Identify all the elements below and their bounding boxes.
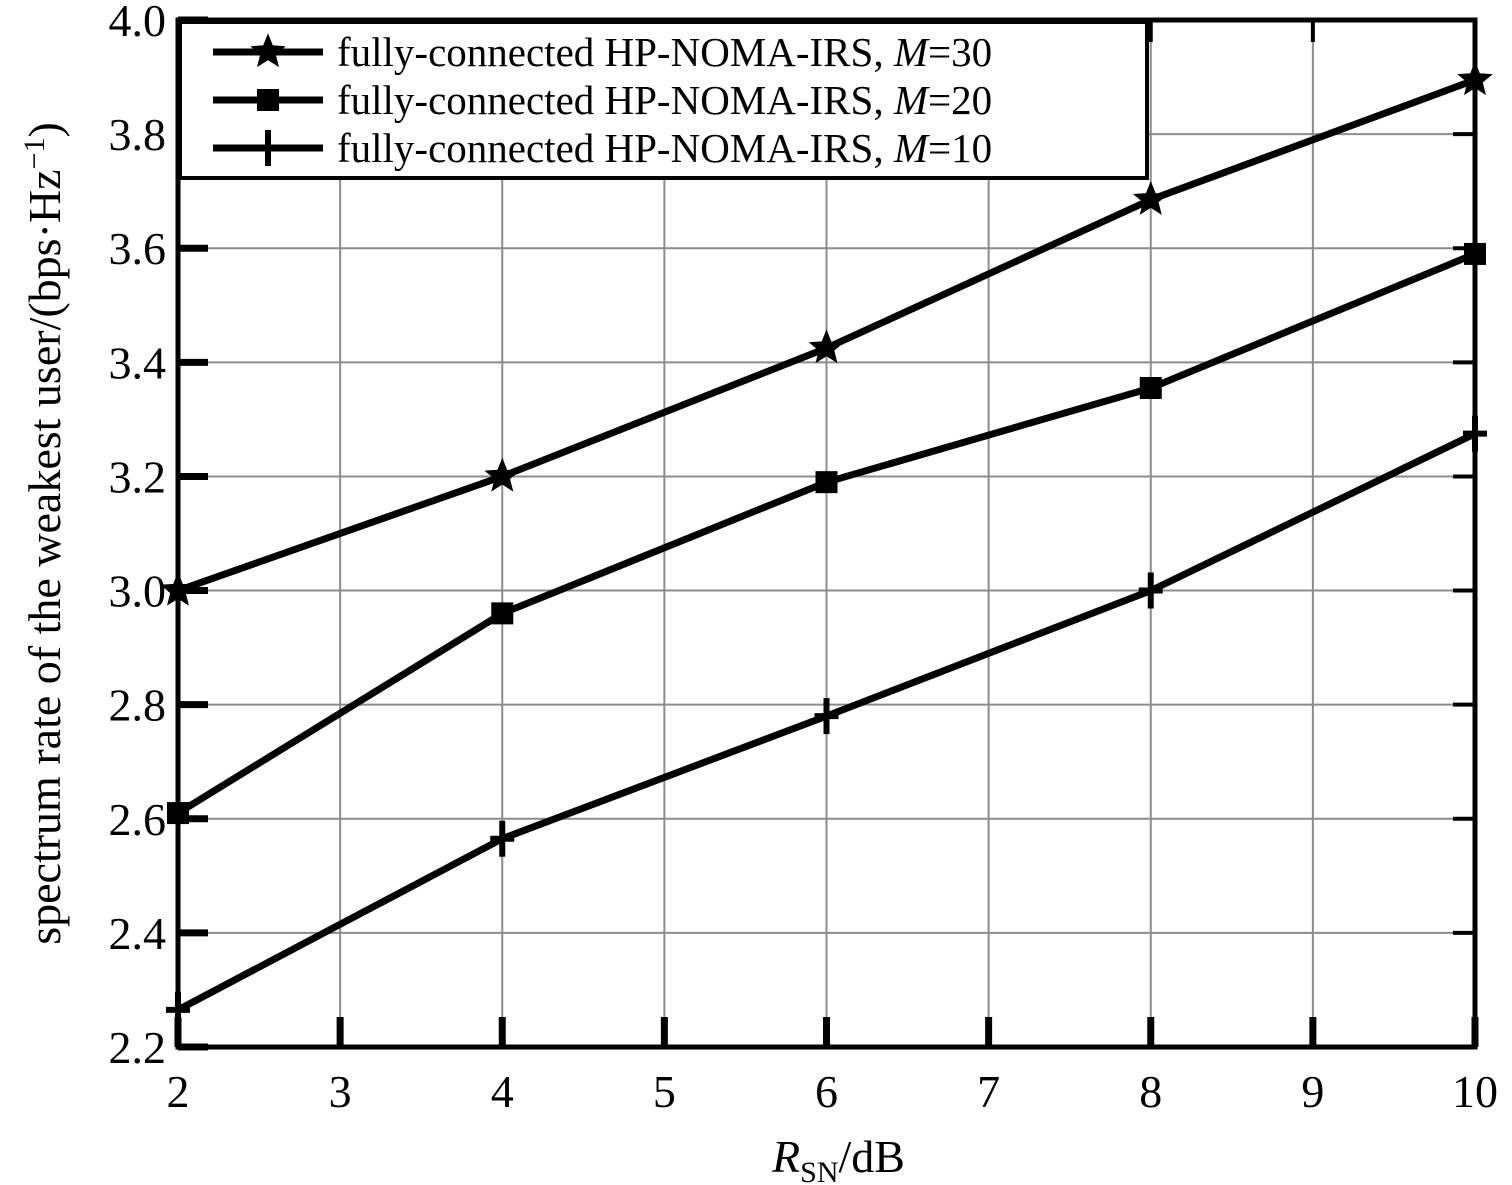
y-axis-title: spectrum rate of the weakest user/(bps·H…: [18, 122, 70, 945]
y-tick-label: 2.6: [109, 794, 167, 845]
square-marker: [491, 602, 514, 625]
legend-item: fully-connected HP-NOMA-IRS, M=30: [213, 29, 992, 75]
y-tick-label: 2.2: [109, 1022, 167, 1073]
x-tick-label: 8: [1139, 1066, 1162, 1117]
x-tick-label: 5: [653, 1066, 676, 1117]
legend-item: fully-connected HP-NOMA-IRS, M=10: [213, 125, 992, 171]
legend-label-suffix: =10: [928, 125, 992, 171]
legend-label-prefix: fully-connected HP-NOMA-IRS,: [337, 77, 894, 123]
y-axis-title-superscript: −1: [18, 138, 51, 170]
x-axis-title: RSN/dB: [771, 1131, 905, 1185]
y-tick-label: 3.4: [109, 337, 167, 388]
x-axis-title-unit: /dB: [839, 1131, 905, 1182]
y-tick-label: 4.0: [109, 0, 167, 46]
legend-label-variable: M: [893, 77, 931, 123]
y-axis-title-main: spectrum rate of the weakest user/(bps·H…: [19, 169, 70, 944]
x-tick-label: 10: [1452, 1066, 1498, 1117]
legend-label: fully-connected HP-NOMA-IRS, M=10: [337, 125, 992, 171]
y-tick-label: 2.4: [109, 908, 167, 959]
star-marker: [1132, 181, 1169, 215]
x-tick-label: 7: [977, 1066, 1000, 1117]
legend-label-variable: M: [893, 125, 931, 171]
x-tick-label: 6: [815, 1066, 838, 1117]
legend-label-prefix: fully-connected HP-NOMA-IRS,: [337, 29, 894, 75]
square-marker: [1139, 377, 1162, 400]
legend-box: [178, 20, 1149, 180]
square-marker: [815, 471, 838, 494]
legend-label-variable: M: [893, 29, 931, 75]
star-marker: [808, 329, 845, 364]
y-tick-label: 2.8: [109, 680, 167, 731]
y-tick-label: 3.2: [109, 451, 167, 502]
x-tick-label: 4: [491, 1066, 514, 1117]
legend-label: fully-connected HP-NOMA-IRS, M=20: [337, 77, 992, 123]
y-tick-labels: 2.2 2.4 2.6 2.8 3.0 3.2 3.4 3.6 3.8 4.0: [109, 0, 167, 1073]
legend-label: fully-connected HP-NOMA-IRS, M=30: [337, 29, 992, 75]
star-marker: [484, 457, 521, 492]
legend-label-suffix: =30: [928, 29, 992, 75]
x-tick-labels: 2 3 4 5 6 7 8 9 10: [167, 1066, 1499, 1117]
legend-label-suffix: =20: [928, 77, 992, 123]
legend-label-prefix: fully-connected HP-NOMA-IRS,: [337, 125, 894, 171]
square-marker: [257, 89, 279, 111]
legend: fully-connected HP-NOMA-IRS, M=30fully-c…: [178, 20, 1149, 180]
y-axis-title-close: ): [19, 122, 70, 137]
x-axis-title-variable: R: [771, 1131, 800, 1182]
x-tick-label: 2: [167, 1066, 190, 1117]
x-tick-label: 9: [1301, 1066, 1324, 1117]
y-tick-label: 3.0: [109, 566, 167, 617]
star-marker: [250, 33, 286, 68]
x-axis-title-subscript: SN: [800, 1156, 838, 1185]
y-tick-label: 3.6: [109, 223, 167, 274]
legend-item: fully-connected HP-NOMA-IRS, M=20: [213, 77, 992, 123]
x-tick-label: 3: [329, 1066, 352, 1117]
y-tick-label: 3.8: [109, 109, 167, 160]
